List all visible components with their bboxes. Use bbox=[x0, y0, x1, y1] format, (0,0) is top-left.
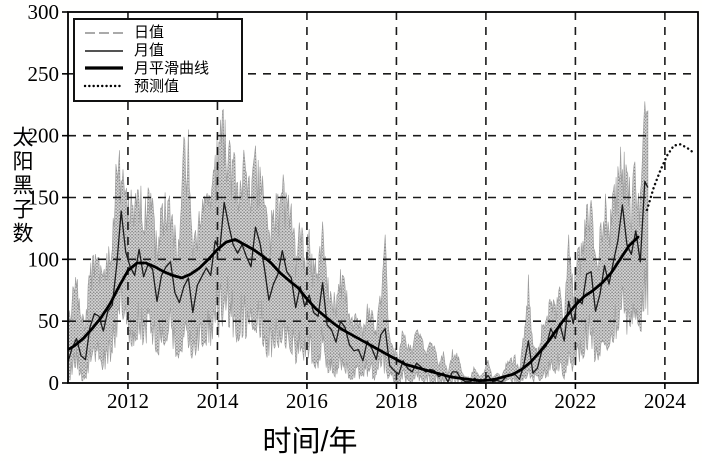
monthly-series bbox=[68, 180, 649, 383]
legend-item-prediction: 预测值 bbox=[83, 77, 235, 95]
x-tick-label: 2012 bbox=[107, 389, 149, 413]
prediction-series bbox=[645, 143, 696, 212]
x-tick-label: 2020 bbox=[465, 389, 507, 413]
x-tick-label: 2024 bbox=[644, 389, 687, 413]
x-tick-label: 2014 bbox=[196, 389, 239, 413]
daily-line-sample-icon bbox=[85, 32, 123, 34]
axis-ticks bbox=[62, 11, 666, 389]
y-tick-label: 300 bbox=[28, 0, 60, 24]
smoothed-line-sample-icon bbox=[85, 66, 123, 70]
legend-label-monthly: 月值 bbox=[134, 42, 165, 60]
y-axis-label: 太阳黑子数 bbox=[10, 126, 33, 246]
legend-label-smoothed: 月平滑曲线 bbox=[134, 59, 210, 77]
daily-series bbox=[68, 101, 649, 383]
x-tick-label: 2022 bbox=[554, 389, 596, 413]
legend-item-daily: 日值 bbox=[83, 24, 235, 42]
smoothed-series bbox=[68, 235, 640, 382]
monthly-line-sample-icon bbox=[85, 49, 123, 52]
x-tick-label: 2016 bbox=[286, 389, 328, 413]
y-tick-label: 0 bbox=[49, 371, 60, 395]
x-axis-label: 时间/年 bbox=[262, 426, 358, 458]
y-tick-label: 200 bbox=[28, 124, 60, 148]
legend-item-monthly: 月值 bbox=[83, 42, 235, 60]
prediction-line-sample-icon bbox=[83, 84, 125, 88]
legend: 日值 月值 月平滑曲线 预测值 bbox=[73, 18, 243, 102]
y-tick-label: 250 bbox=[28, 62, 60, 86]
y-tick-label: 150 bbox=[28, 186, 60, 210]
legend-item-smoothed: 月平滑曲线 bbox=[83, 60, 235, 78]
y-tick-label: 100 bbox=[28, 247, 60, 271]
legend-label-daily: 日值 bbox=[134, 24, 165, 42]
legend-label-prediction: 预测值 bbox=[134, 77, 180, 95]
y-tick-label: 50 bbox=[38, 309, 59, 333]
x-tick-label: 2018 bbox=[375, 389, 417, 413]
